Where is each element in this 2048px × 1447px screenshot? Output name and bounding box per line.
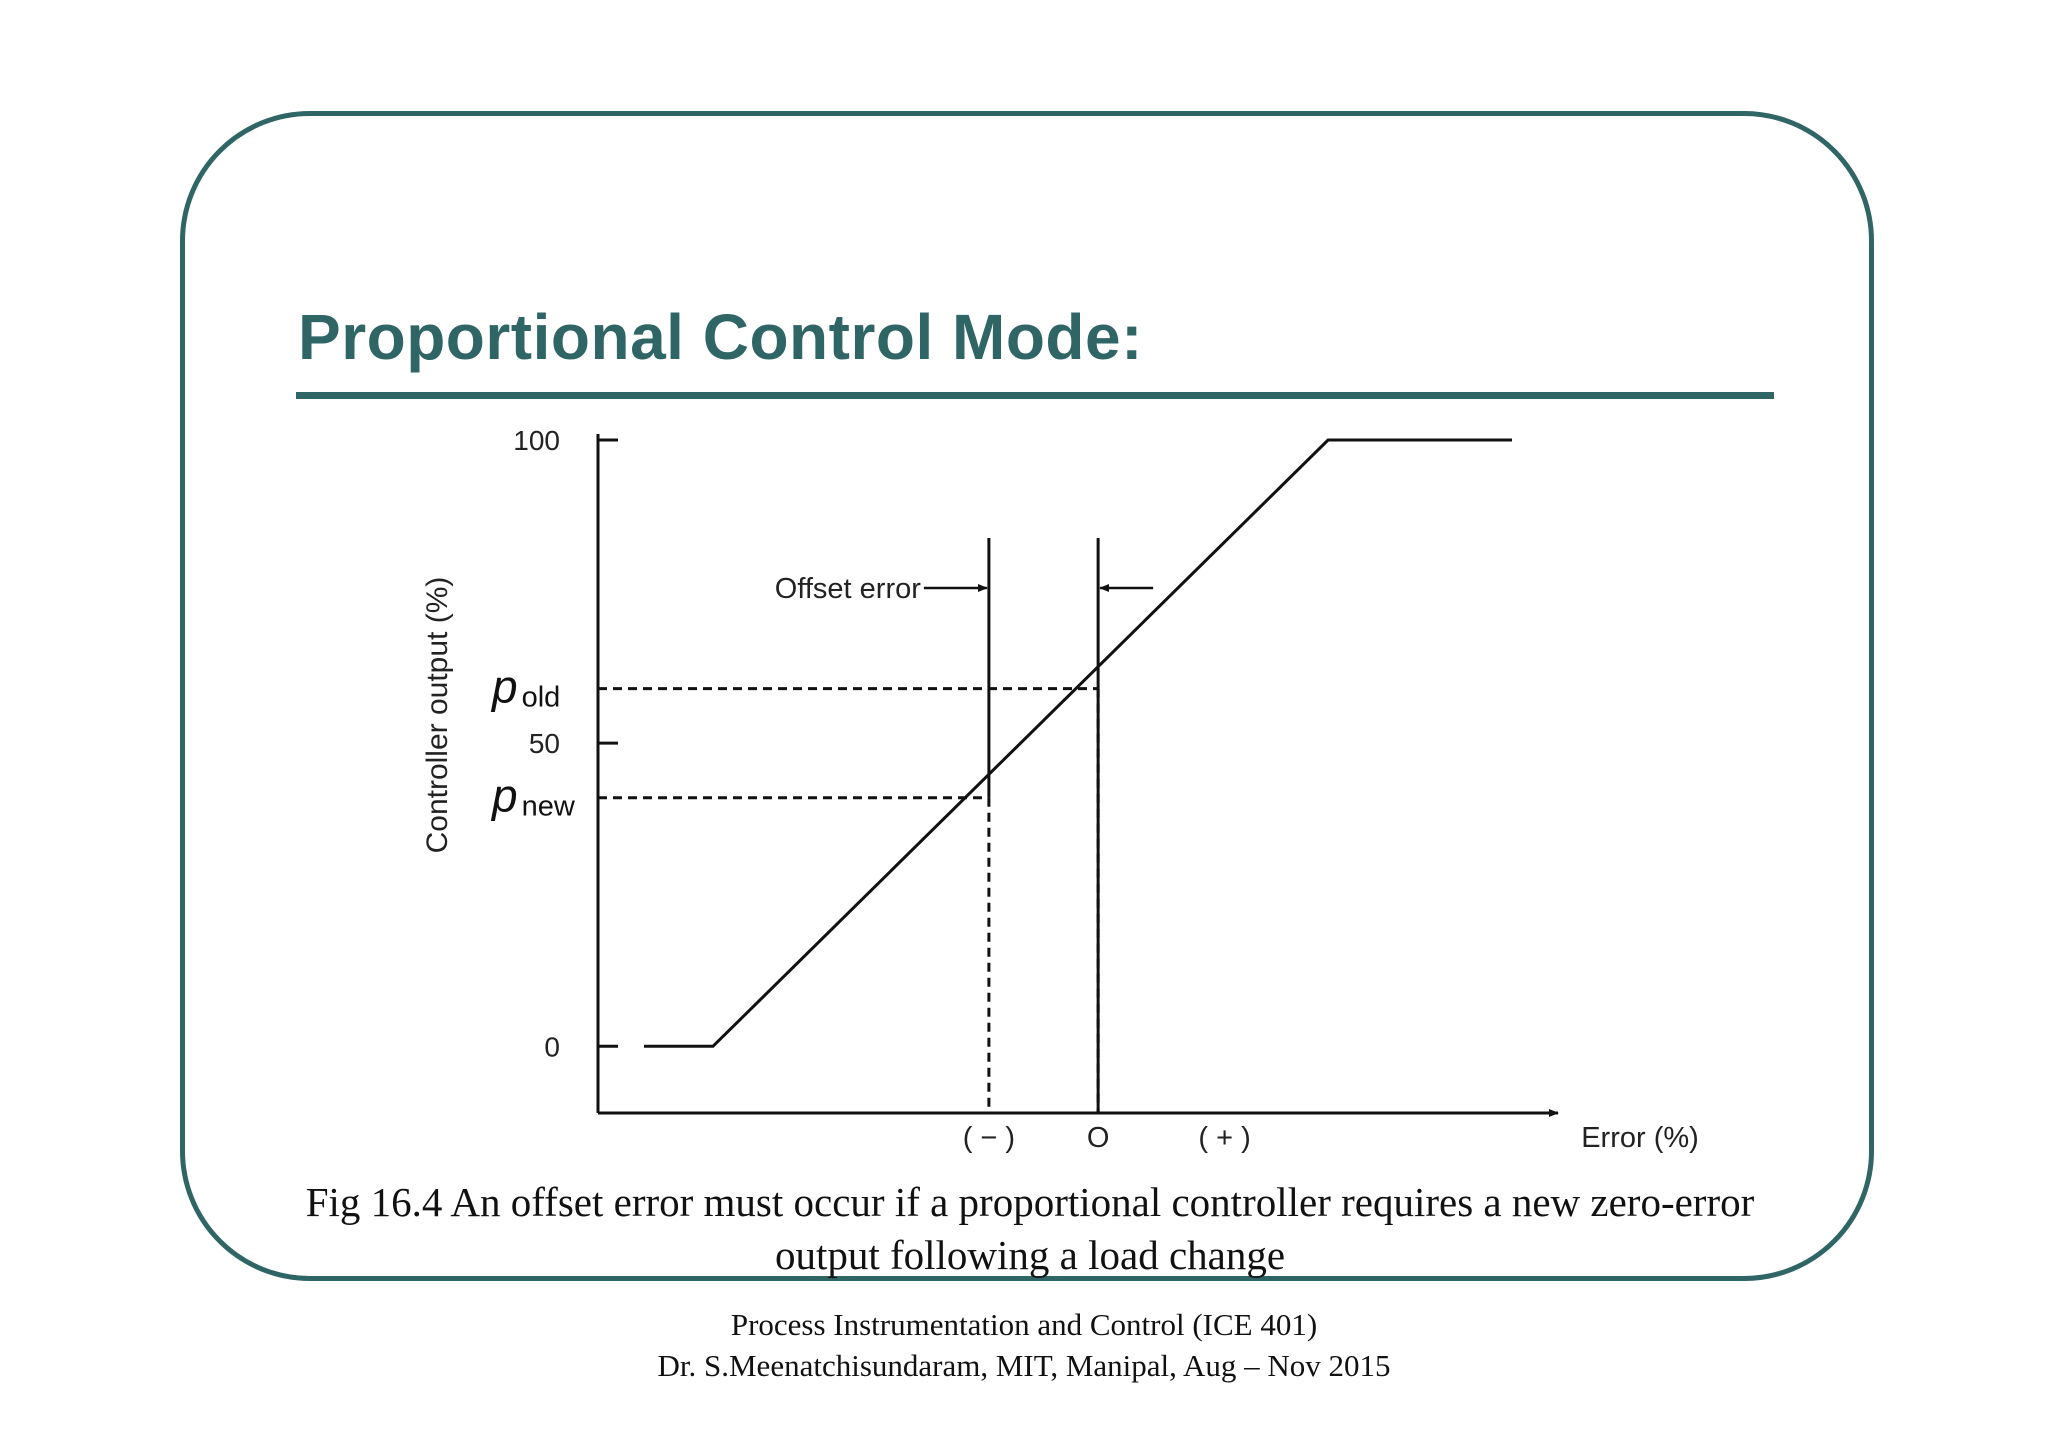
y-tick-label: 0: [544, 1031, 560, 1062]
y-axis-label: Controller output (%): [421, 577, 454, 854]
x-axis-label: Error (%): [1581, 1122, 1699, 1154]
marker-subscript-p_old: old: [522, 682, 561, 714]
y-tick-label: 50: [529, 728, 560, 759]
figure-caption-line-2: output following a load change: [774, 1232, 1286, 1278]
title-underline: [296, 392, 1774, 399]
slide-title: Proportional Control Mode:: [298, 301, 1143, 373]
x-tick-label: O: [1087, 1122, 1110, 1154]
marker-label-p_new: p new: [490, 770, 576, 823]
x-tick-label: ( + ): [1198, 1122, 1250, 1154]
y-tick-label: 100: [513, 425, 560, 456]
slide-frame: [180, 111, 1874, 1281]
x-tick-label: ( − ): [963, 1122, 1015, 1154]
marker-subscript-p_new: new: [522, 791, 576, 823]
footer-author: Dr. S.Meenatchisundaram, MIT, Manipal, A…: [657, 1348, 1391, 1383]
series-line: [643, 438, 1513, 1048]
marker-label-p_old: p old: [490, 661, 560, 714]
figure-caption-line-1: Fig 16.4 An offset error must occur if a…: [305, 1179, 1755, 1225]
offset-error-label: Offset error: [775, 573, 921, 605]
footer-course: Process Instrumentation and Control (ICE…: [730, 1307, 1318, 1342]
